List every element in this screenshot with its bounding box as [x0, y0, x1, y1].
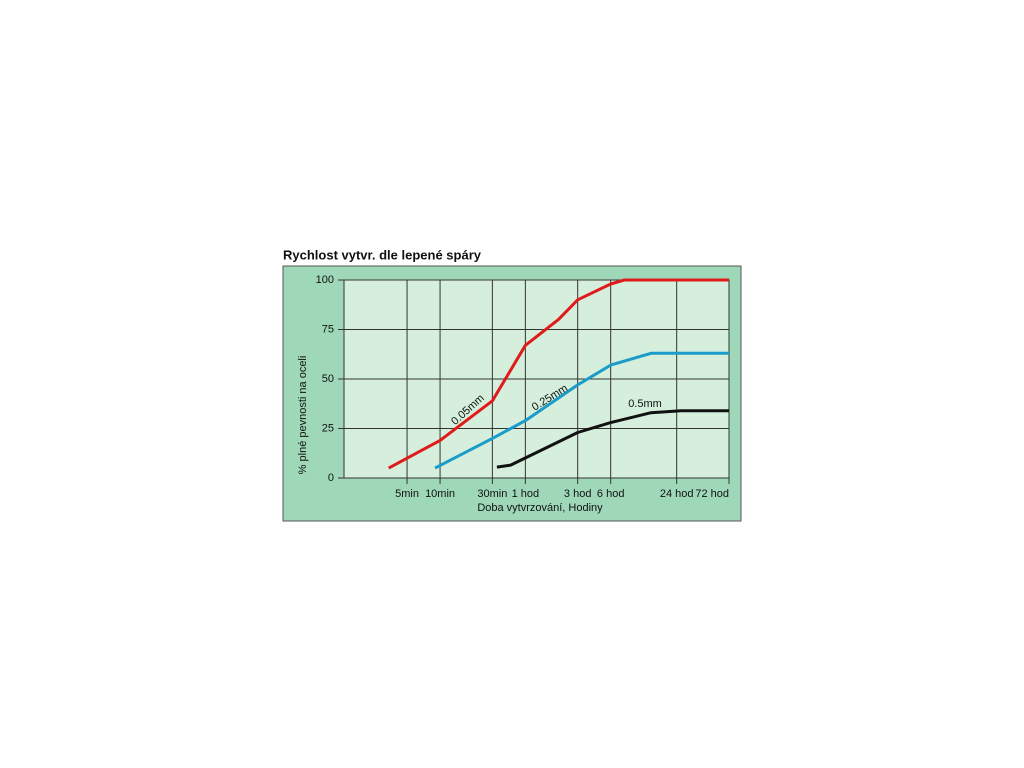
y-tick-label: 100 — [316, 274, 334, 286]
y-axis-title: % plné pevnosti na oceli — [297, 356, 309, 475]
line-series — [434, 351, 729, 470]
x-tick-label: 6 hod — [597, 488, 625, 500]
y-tick-label: 25 — [322, 422, 334, 434]
y-tick-label: 0 — [328, 472, 334, 484]
line-series — [387, 278, 729, 470]
x-axis-title: Doba vytvrzování, Hodiny — [477, 502, 603, 514]
x-tick-label: 72 hod — [695, 488, 729, 500]
x-tick-label: 24 hod — [660, 488, 694, 500]
x-tick-label: 3 hod — [564, 488, 592, 500]
x-tick-label: 30min — [477, 488, 507, 500]
line-series — [496, 409, 729, 469]
x-tick-label: 5min — [395, 488, 419, 500]
x-tick-label: 10min — [425, 488, 455, 500]
y-tick-label: 50 — [322, 373, 334, 385]
chart-title: Rychlost vytvr. dle lepené spáry — [283, 247, 482, 262]
x-tick-label: 1 hod — [512, 488, 540, 500]
y-tick-label: 75 — [322, 323, 334, 335]
series-label: 0.5mm — [628, 398, 662, 410]
